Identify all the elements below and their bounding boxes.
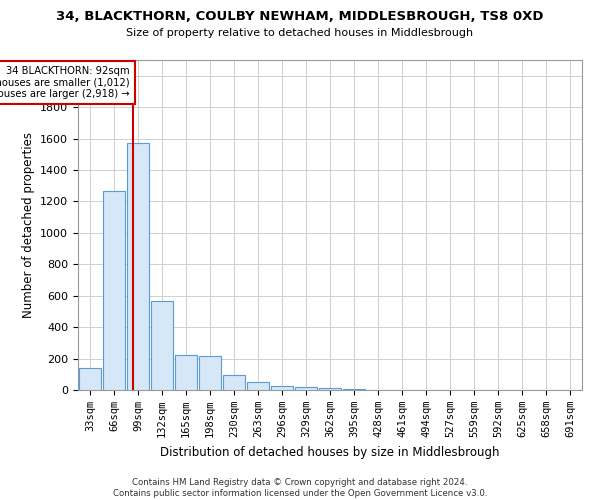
Text: Size of property relative to detached houses in Middlesbrough: Size of property relative to detached ho…	[127, 28, 473, 38]
Text: Contains HM Land Registry data © Crown copyright and database right 2024.
Contai: Contains HM Land Registry data © Crown c…	[113, 478, 487, 498]
Bar	[247, 382, 269, 390]
Bar	[151, 301, 173, 390]
Bar	[79, 368, 101, 390]
Bar	[127, 142, 149, 390]
Bar	[343, 389, 365, 390]
Bar	[175, 356, 197, 390]
X-axis label: Distribution of detached houses by size in Middlesbrough: Distribution of detached houses by size …	[160, 446, 500, 458]
Bar	[295, 387, 317, 390]
Bar	[271, 386, 293, 390]
Bar	[103, 191, 125, 390]
Text: 34 BLACKTHORN: 92sqm
← 26% of detached houses are smaller (1,012)
74% of semi-de: 34 BLACKTHORN: 92sqm ← 26% of detached h…	[0, 66, 130, 100]
Y-axis label: Number of detached properties: Number of detached properties	[22, 132, 35, 318]
Bar	[199, 356, 221, 390]
Bar	[319, 388, 341, 390]
Text: 34, BLACKTHORN, COULBY NEWHAM, MIDDLESBROUGH, TS8 0XD: 34, BLACKTHORN, COULBY NEWHAM, MIDDLESBR…	[56, 10, 544, 23]
Bar	[223, 375, 245, 390]
